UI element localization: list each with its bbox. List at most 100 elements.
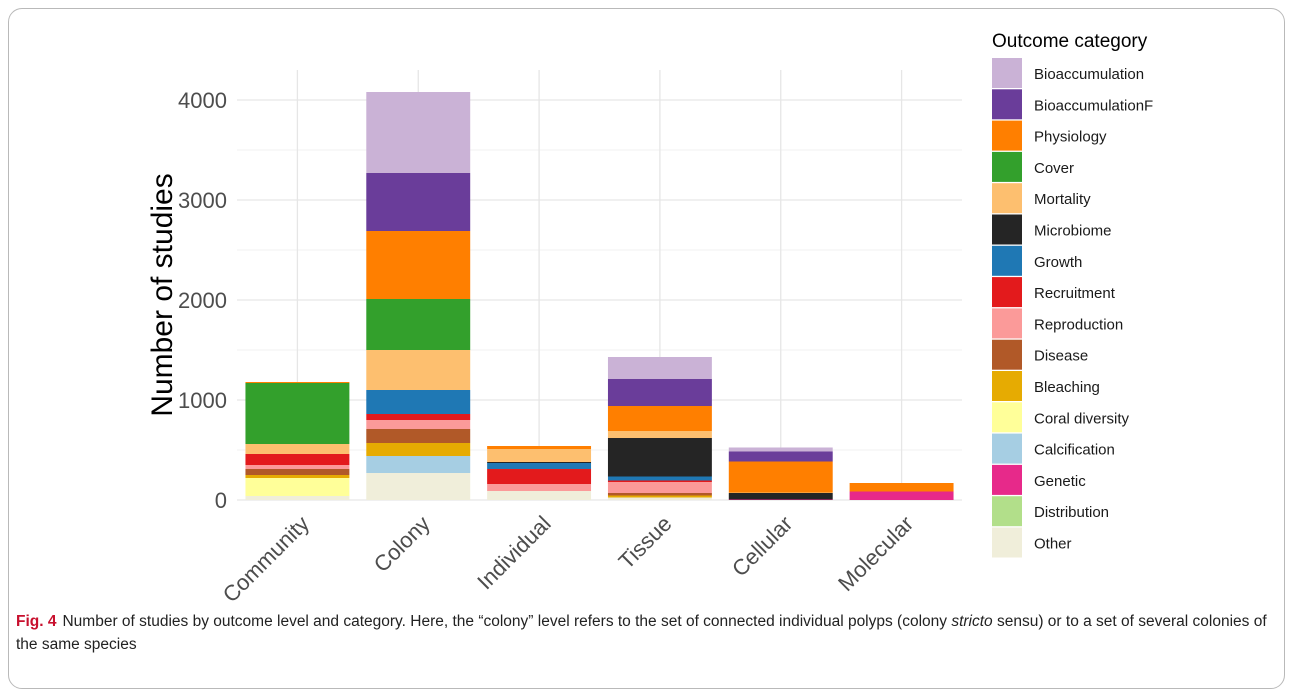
bar-segment: [245, 496, 350, 500]
legend-swatch: [992, 402, 1022, 433]
legend-label: Physiology: [1034, 129, 1107, 146]
bar-segment: [607, 497, 712, 500]
legend-swatch: [992, 371, 1022, 401]
x-tick-label: Community: [218, 511, 314, 607]
bar-segment: [728, 499, 833, 500]
bar-segment: [366, 173, 471, 231]
bar-segment: [607, 480, 712, 482]
legend-label: Calcification: [1034, 442, 1115, 459]
legend-label: Bioaccumulation: [1034, 66, 1144, 83]
bar-segment: [487, 484, 592, 491]
x-tick-label: Colony: [369, 511, 435, 577]
y-tick-label: 2000: [178, 288, 227, 313]
legend-label: Cover: [1034, 160, 1074, 177]
legend-label: Coral diversity: [1034, 410, 1130, 427]
legend-label: Disease: [1034, 348, 1088, 365]
bar-segment: [728, 493, 833, 500]
bar-segment: [366, 456, 471, 473]
bar-segment: [245, 475, 350, 478]
bar-segment: [366, 350, 471, 390]
legend-swatch: [992, 245, 1022, 276]
bar-segment: [245, 469, 350, 475]
bar-segment: [366, 473, 471, 500]
legend-swatch: [992, 183, 1022, 214]
legend-swatch: [992, 151, 1022, 182]
legend-label: Mortality: [1034, 191, 1091, 208]
legend-swatch: [992, 58, 1022, 88]
bar-segment: [366, 429, 471, 443]
bar-segment: [607, 438, 712, 477]
legend: Outcome category Bioaccumulation Bioaccum…: [992, 31, 1153, 558]
legend-label: Growth: [1034, 254, 1082, 271]
bar-segment: [607, 357, 712, 379]
bar-segment: [487, 446, 592, 449]
bar-segment: [607, 476, 712, 481]
y-tick-label: 0: [215, 488, 227, 513]
bar-segment: [366, 231, 471, 299]
legend-label: Distribution: [1034, 504, 1109, 521]
bar-segment: [245, 454, 350, 465]
bar-segment: [607, 431, 712, 438]
caption-text-before: Number of studies by outcome level and c…: [62, 613, 952, 630]
bar-segment: [728, 492, 833, 493]
legend-swatch: [992, 277, 1022, 308]
bar-segment: [366, 414, 471, 420]
bar-segment: [366, 420, 471, 429]
legend-label: Reproduction: [1034, 316, 1123, 333]
legend-swatch: [992, 120, 1022, 151]
legend-swatch: [992, 308, 1022, 339]
x-tick-label: Cellular: [727, 511, 797, 581]
legend-label: Other: [1034, 536, 1072, 553]
legend-swatch: [992, 339, 1022, 370]
bar-segment: [728, 461, 833, 493]
y-tick-label: 4000: [178, 88, 227, 113]
bar-segment: [849, 491, 954, 500]
figure-frame: [8, 8, 1285, 689]
bar-segment: [245, 465, 350, 469]
bar-segment: [245, 478, 350, 496]
legend-label: Bleaching: [1034, 379, 1100, 396]
gridlines: [237, 70, 962, 501]
figure-caption: Fig. 4 Number of studies by outcome level…: [16, 610, 1271, 656]
x-axis-ticks: Community Colony Individual Tissue Cellular M…: [218, 511, 919, 607]
legend-label: Genetic: [1034, 473, 1086, 490]
bar-segment: [487, 462, 592, 463]
legend-title: Outcome category: [992, 31, 1148, 52]
caption-italic: stricto: [951, 613, 993, 630]
caption-text-after: sensu) or to a set of several colonies o…: [16, 613, 1267, 653]
bar-segment: [366, 443, 471, 456]
y-axis-ticks: 0 1000 2000 3000 4000: [178, 88, 227, 513]
bar-segment: [728, 451, 833, 462]
bar-segment: [849, 483, 954, 492]
bar-segment: [607, 406, 712, 431]
bar-segment: [728, 447, 833, 452]
legend-swatch: [992, 433, 1022, 464]
bar-segment: [607, 493, 712, 496]
bar-segment: [487, 469, 592, 484]
legend-swatch: [992, 464, 1022, 495]
bar-segment: [366, 390, 471, 414]
figure-label: Fig. 4: [16, 613, 57, 630]
bar-segment: [245, 382, 350, 383]
bar-segment: [487, 463, 592, 469]
y-tick-label: 1000: [178, 388, 227, 413]
bar-segment: [607, 495, 712, 498]
bar-segment: [245, 444, 350, 454]
legend-label: BioaccumulationF: [1034, 97, 1153, 114]
bar-segment: [245, 383, 350, 444]
bar-segment: [487, 449, 592, 462]
legend-label: Recruitment: [1034, 285, 1116, 302]
bar-segment: [366, 299, 471, 350]
bars: [245, 92, 954, 500]
legend-swatch: [992, 496, 1022, 527]
y-tick-label: 3000: [178, 188, 227, 213]
legend-swatch: [992, 527, 1022, 558]
bar-segment: [607, 379, 712, 406]
x-tick-label: Tissue: [614, 511, 677, 574]
bar-segment: [487, 491, 592, 500]
y-axis-title: Number of studies: [146, 173, 179, 416]
x-tick-label: Individual: [472, 511, 555, 594]
x-tick-label: Molecular: [833, 511, 918, 596]
legend-swatch: [992, 89, 1022, 120]
